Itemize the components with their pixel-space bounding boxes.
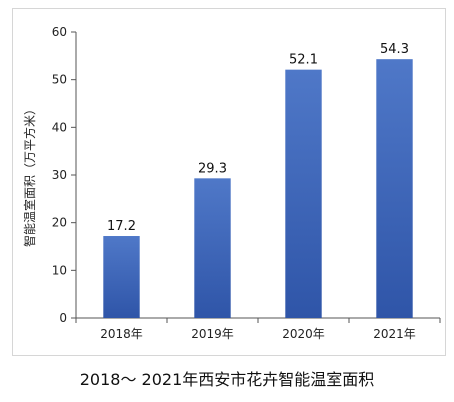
- y-tick-label: 30: [52, 168, 67, 182]
- y-tick-label: 50: [52, 73, 67, 87]
- y-tick-label: 10: [52, 263, 67, 277]
- bar: [285, 69, 322, 318]
- figure-caption: 2018～ 2021年西安市花卉智能温室面积: [79, 370, 375, 389]
- y-tick-label: 20: [52, 216, 67, 230]
- bar-value-label: 52.1: [289, 53, 318, 68]
- bar-value-label: 29.3: [198, 161, 227, 176]
- bar: [376, 59, 413, 319]
- bar: [194, 178, 231, 318]
- bar-chart: 智能温室面积（万平方米） 0 10 20 30 40 50 60 2018年 2019年 202…: [22, 25, 441, 341]
- y-tick-label: 40: [52, 120, 67, 134]
- y-tick-label: 0: [59, 311, 67, 325]
- bar-value-label: 54.3: [380, 42, 409, 57]
- x-axis: 2018年 2019年 2020年 2021年: [75, 317, 441, 341]
- x-tick-label: 2020年: [282, 327, 325, 341]
- data-labels: 17.2 29.3 52.1 54.3: [107, 42, 409, 234]
- bars: [103, 59, 413, 319]
- y-axis: 0 10 20 30 40 50 60: [52, 25, 77, 325]
- x-tick-label: 2018年: [100, 327, 143, 341]
- y-axis-title: 智能温室面积（万平方米）: [22, 103, 37, 247]
- bar-value-label: 17.2: [107, 219, 136, 234]
- bar: [103, 236, 140, 318]
- chart-frame: [12, 8, 446, 356]
- x-tick-label: 2021年: [373, 327, 416, 341]
- y-tick-label: 60: [52, 25, 67, 39]
- x-tick-label: 2019年: [191, 327, 234, 341]
